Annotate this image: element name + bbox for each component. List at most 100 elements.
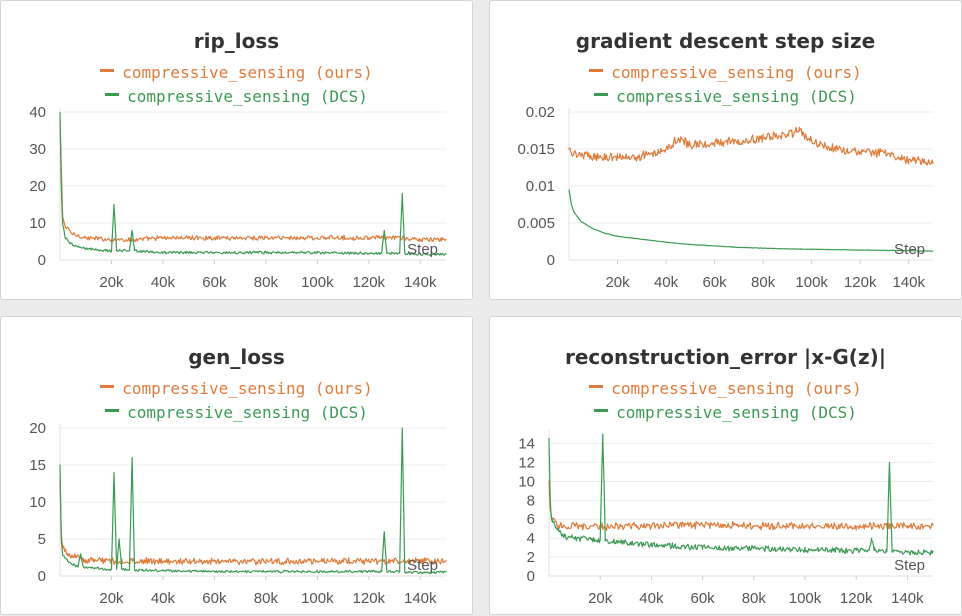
legend-swatch-ours — [100, 385, 115, 388]
legend-label-ours: compressive_sensing (ours) — [611, 379, 862, 398]
line-chart-reconstruction-error[interactable]: 0 2 4 6 8 10 12 14 20k 40k 60k 80k 100k 120k 140k Step — [490, 317, 962, 616]
y-tick-label: 10 — [29, 215, 46, 232]
x-tick-label: 40k — [639, 590, 664, 607]
x-tick-label: 140k — [404, 274, 437, 291]
legend-item-ours[interactable]: compressive_sensing (ours) — [1, 61, 472, 85]
y-tick-label: 20 — [29, 420, 46, 437]
y-tick-label: 0.005 — [517, 215, 555, 232]
legend-item-ours[interactable]: compressive_sensing (ours) — [1, 377, 472, 401]
chart-title: reconstruction_error |x-G(z)| — [564, 345, 887, 369]
legend-item-ours[interactable]: compressive_sensing (ours) — [490, 377, 961, 401]
y-tick-label: 0 — [38, 252, 46, 269]
y-tick-label: 12 — [518, 454, 535, 471]
x-tick-label: 80k — [254, 274, 279, 291]
x-tick-label: 20k — [588, 590, 613, 607]
legend-label-dcs: compressive_sensing (DCS) — [616, 403, 857, 422]
y-tick-label: 4 — [527, 530, 535, 547]
chart-panel-gen-loss: gen_loss compressive_sensing (ours) comp… — [0, 316, 473, 615]
x-tick-label: 80k — [742, 590, 767, 607]
legend-item-dcs[interactable]: compressive_sensing (DCS) — [1, 85, 472, 109]
x-tick-label: 100k — [301, 274, 334, 291]
legend-item-ours[interactable]: compressive_sensing (ours) — [490, 61, 961, 85]
legend-swatch-dcs — [594, 409, 609, 412]
x-tick-label: 120k — [844, 274, 877, 291]
legend-item-dcs[interactable]: compressive_sensing (DCS) — [490, 401, 961, 425]
x-tick-label: 60k — [202, 590, 227, 607]
y-tick-label: 8 — [527, 492, 535, 509]
chart-legend: compressive_sensing (ours) compressive_s… — [1, 61, 472, 109]
legend-swatch-dcs — [594, 93, 609, 96]
x-tick-label: 80k — [751, 274, 776, 291]
chart-legend: compressive_sensing (ours) compressive_s… — [1, 377, 472, 425]
x-tick-label: 140k — [891, 590, 924, 607]
legend-swatch-ours — [100, 69, 115, 72]
legend-item-dcs[interactable]: compressive_sensing (DCS) — [490, 85, 961, 109]
chart-legend: compressive_sensing (ours) compressive_s… — [490, 377, 961, 425]
x-axis-label: Step — [894, 241, 925, 258]
legend-label-dcs: compressive_sensing (DCS) — [127, 403, 368, 422]
y-tick-label: 10 — [518, 473, 535, 490]
x-tick-label: 140k — [404, 590, 437, 607]
series-line-ours — [59, 478, 447, 566]
x-tick-label: 40k — [151, 590, 176, 607]
y-tick-label: 0.015 — [517, 141, 555, 158]
x-axis-label: Step — [407, 241, 438, 258]
chart-panel-gradient-step-size: gradient descent step size compressive_s… — [489, 0, 962, 300]
legend-swatch-ours — [589, 385, 604, 388]
series-line-ours — [548, 480, 934, 532]
y-tick-label: 15 — [29, 457, 46, 474]
legend-label-ours: compressive_sensing (ours) — [122, 63, 373, 82]
chart-legend: compressive_sensing (ours) compressive_s… — [490, 61, 961, 109]
y-tick-label: 0 — [547, 252, 555, 269]
line-chart-gen-loss[interactable]: 0 5 10 15 20 20k 40k 60k 80k 100k 120k 140k Step — [1, 317, 474, 616]
legend-label-dcs: compressive_sensing (DCS) — [616, 87, 857, 106]
y-tick-label: 20 — [29, 178, 46, 195]
x-tick-label: 60k — [202, 274, 227, 291]
x-tick-label: 100k — [795, 274, 828, 291]
chart-title: gradient descent step size — [575, 29, 876, 53]
y-tick-label: 0.01 — [526, 178, 555, 195]
x-tick-label: 40k — [151, 274, 176, 291]
y-tick-label: 10 — [29, 494, 46, 511]
y-tick-label: 0 — [527, 568, 535, 585]
y-tick-label: 0.02 — [526, 104, 555, 121]
y-tick-label: 5 — [38, 531, 46, 548]
x-tick-label: 120k — [353, 274, 386, 291]
x-tick-label: 20k — [605, 274, 630, 291]
series-line-ours — [568, 126, 934, 166]
x-tick-label: 120k — [840, 590, 873, 607]
x-tick-label: 80k — [254, 590, 279, 607]
legend-label-ours: compressive_sensing (ours) — [611, 63, 862, 82]
legend-swatch-ours — [589, 69, 604, 72]
x-tick-label: 40k — [654, 274, 679, 291]
legend-swatch-dcs — [105, 409, 120, 412]
line-chart-gradient-step-size[interactable]: 0 0.005 0.01 0.015 0.02 20k 40k 60k 80k 100k 120k 1… — [490, 1, 962, 301]
x-tick-label: 120k — [353, 590, 386, 607]
x-tick-label: 60k — [691, 590, 716, 607]
x-tick-label: 20k — [99, 274, 124, 291]
series-line-dcs — [548, 433, 934, 556]
chart-title: gen_loss — [188, 345, 285, 369]
y-tick-label: 6 — [527, 511, 535, 528]
y-tick-label: 0 — [38, 568, 46, 585]
x-tick-label: 140k — [892, 274, 925, 291]
x-tick-label: 20k — [99, 590, 124, 607]
x-tick-label: 100k — [789, 590, 822, 607]
series-line-dcs — [568, 189, 934, 252]
series-line-dcs — [59, 111, 447, 256]
chart-panel-reconstruction-error: reconstruction_error |x-G(z)| compressiv… — [489, 316, 962, 615]
x-tick-label: 60k — [703, 274, 728, 291]
series-line-ours — [59, 118, 447, 243]
series-line-dcs — [59, 427, 447, 575]
legend-item-dcs[interactable]: compressive_sensing (DCS) — [1, 401, 472, 425]
x-tick-label: 100k — [301, 590, 334, 607]
y-tick-label: 30 — [29, 141, 46, 158]
legend-label-ours: compressive_sensing (ours) — [122, 379, 373, 398]
y-tick-label: 14 — [518, 435, 535, 452]
line-chart-rip-loss[interactable]: 0 10 20 30 40 20k 40k 60k 80k 100k 120k 140k Step — [1, 1, 474, 301]
x-axis-label: Step — [407, 557, 438, 574]
chart-panel-rip-loss: rip_loss compressive_sensing (ours) comp… — [0, 0, 473, 300]
legend-label-dcs: compressive_sensing (DCS) — [127, 87, 368, 106]
y-tick-label: 40 — [29, 104, 46, 121]
x-axis-label: Step — [894, 557, 925, 574]
